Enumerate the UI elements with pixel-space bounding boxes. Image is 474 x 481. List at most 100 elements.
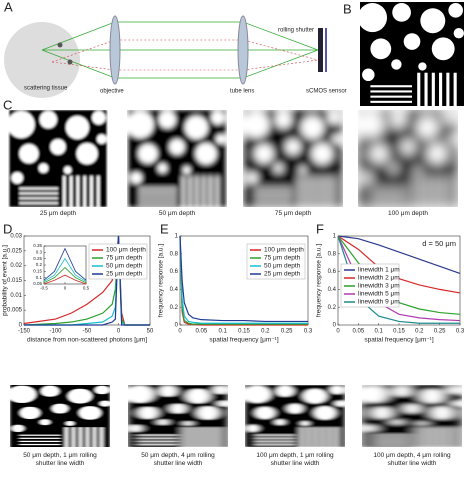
caption: 25 μm depth: [39, 210, 77, 217]
x-axis-label: spatial frequency [μm⁻¹]: [364, 337, 434, 344]
y-tick-label: 0.8: [170, 251, 179, 257]
panel-label: F: [316, 221, 324, 236]
x-tick-label: -100: [49, 329, 62, 335]
y-tick-label: 0.4: [328, 287, 337, 293]
schematic: scattering tissue objective tube lens ro…: [4, 15, 347, 98]
x-tick-label: 0: [178, 329, 182, 335]
series-line: [43, 274, 87, 285]
x-tick-label: 0.2: [415, 329, 424, 335]
series-line: [23, 235, 150, 326]
series-line: [43, 257, 87, 282]
caption: 100 μm depth: [388, 210, 428, 217]
sensor-label: sCMOS sensor: [306, 89, 347, 95]
y-axis-label: frequency response [a.u.]: [158, 244, 165, 318]
caption: 50 μm depth, 1 μm rolling shutter line w…: [23, 452, 97, 467]
y-tick-label: 0.05: [33, 281, 42, 286]
y-tick-label: 0.005: [7, 308, 23, 314]
y-tick-label: 0.2: [36, 262, 43, 267]
y-tick-label: 0.2: [328, 305, 337, 311]
tissue-label: scattering tissue: [24, 86, 68, 92]
y-tick-label: 0.015: [7, 278, 23, 284]
panel-label: C: [3, 97, 12, 112]
y-tick-label: 0.35: [33, 243, 42, 248]
x-tick-label: 0.05: [352, 329, 364, 335]
legend-label: 25 μm depth: [264, 271, 301, 278]
caption: 75 μm depth: [274, 210, 312, 217]
legend-label: linewidth 5 μm: [358, 291, 400, 298]
x-tick-label: 0.05: [195, 329, 207, 335]
objective-label: objective: [100, 89, 124, 95]
legend-label: linewidth 9 μm: [358, 299, 400, 306]
panel-label: D: [3, 221, 12, 236]
x-tick-label: 50: [147, 329, 154, 335]
x-tick-label: -150: [18, 329, 31, 335]
y-tick-label: 0.4: [170, 287, 179, 293]
x-tick-label: 0.3: [456, 329, 465, 335]
x-axis-label: spatial frequency [μm⁻¹]: [209, 337, 279, 344]
y-tick-label: 0.6: [328, 269, 337, 275]
legend-label: linewidth 2 μm: [358, 275, 400, 282]
plot-area: [43, 245, 87, 285]
legend-label: 50 μm depth: [106, 263, 143, 270]
x-tick-label: 0: [64, 286, 67, 291]
x-tick-label: 0: [117, 329, 121, 335]
legend-label: linewidth 1 μm: [358, 267, 400, 274]
y-tick-label: 0.03: [10, 234, 22, 240]
caption: 50 μm depth, 4 μm rolling shutter line w…: [141, 452, 215, 467]
caption: 100 μm depth, 4 μm rolling shutter line …: [373, 452, 451, 467]
x-tick-label: 0.25: [434, 329, 446, 335]
y-tick-label: 0.02: [10, 263, 22, 269]
x-tick-label: 0.1: [374, 329, 383, 335]
series-line: [179, 235, 308, 325]
legend-label: 75 μm depth: [264, 255, 301, 262]
series-line: [43, 247, 87, 281]
y-tick-label: 0.3: [36, 250, 43, 255]
sample-image: [360, 2, 464, 106]
panel-label: A: [4, 0, 13, 14]
x-tick-label: 0: [336, 329, 340, 335]
y-axis-label: probability of event [a.u.]: [2, 245, 9, 316]
x-tick-label: -50: [83, 329, 92, 335]
y-tick-label: 0.025: [7, 248, 23, 254]
legend-label: 100 μm depth: [264, 247, 304, 254]
y-tick-label: 0: [175, 323, 179, 329]
legend-label: 100 μm depth: [106, 247, 146, 254]
legend-box: [246, 243, 306, 280]
annotation: d = 50 μm: [422, 239, 456, 248]
y-axis-label: frequency response [a.u.]: [316, 244, 323, 318]
y-tick-label: 0.2: [170, 305, 179, 311]
tube-lens-label: tube lens: [230, 89, 254, 95]
legend-label: linewidth 3 μm: [358, 283, 400, 290]
depth-images: [8, 110, 457, 207]
legend-label: 25 μm depth: [106, 271, 143, 278]
y-tick-label: 0.15: [33, 269, 42, 274]
panel-label: B: [343, 1, 352, 16]
x-tick-label: -0.5: [40, 286, 48, 291]
series-line: [43, 266, 87, 284]
x-tick-label: 0.5: [83, 286, 90, 291]
y-tick-label: 0.8: [328, 251, 337, 257]
series-line: [337, 235, 461, 274]
caption: 100 μm depth, 1 μm rolling shutter line …: [256, 452, 334, 467]
series-line: [24, 235, 150, 326]
y-tick-label: 0.1: [36, 275, 43, 280]
series-line: [179, 235, 308, 324]
series-line: [179, 235, 308, 323]
series-line: [23, 235, 150, 326]
caption: 50 μm depth: [158, 210, 196, 217]
x-tick-label: 0.25: [281, 329, 293, 335]
y-tick-label: 0: [19, 323, 23, 329]
x-axis-label: distance from non-scattered photons [μm]: [27, 337, 147, 344]
y-tick-label: 0: [333, 323, 337, 329]
y-tick-label: 1: [175, 234, 179, 240]
y-tick-label: 0.6: [170, 269, 179, 275]
x-tick-label: 0.15: [238, 329, 250, 335]
y-tick-label: 0.01: [10, 293, 22, 299]
legend-label: 50 μm depth: [264, 263, 301, 270]
shutter-label: rolling shutter: [278, 28, 314, 34]
panel-label: E: [160, 221, 169, 236]
x-tick-label: 0.3: [304, 329, 313, 335]
x-tick-label: 0.1: [218, 329, 227, 335]
